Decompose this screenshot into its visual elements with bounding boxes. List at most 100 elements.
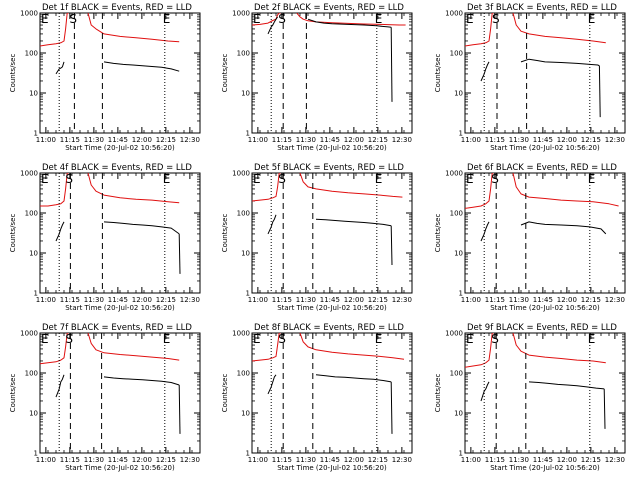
x-tick-label: 12:15 — [581, 456, 601, 464]
y-tick-label: 10 — [241, 250, 250, 258]
x-tick-label: 12:15 — [581, 296, 601, 304]
events-series-line — [178, 384, 181, 434]
events-series-line — [390, 27, 393, 102]
lld-series-line — [87, 333, 180, 361]
y-tick-label: 100 — [237, 50, 250, 58]
y-tick-label: 10 — [29, 410, 38, 418]
chart-panel: Det 8f BLACK = Events, RED = LLD 1 10 100 10… — [221, 323, 413, 472]
chart-panel: Det 4f BLACK = Events, RED = LLD 1 10 100 10… — [9, 163, 201, 312]
panel-title: Det 7f BLACK = Events, RED = LLD — [42, 323, 192, 333]
marker-label-e: E — [41, 12, 49, 26]
y-tick-label: 100 — [25, 370, 38, 378]
series-group — [252, 333, 405, 434]
x-tick-label: 12:30 — [392, 136, 412, 144]
lld-series-line — [252, 173, 281, 202]
marker-label-s: S — [278, 12, 286, 26]
series-group — [465, 13, 606, 118]
events-series-line — [103, 376, 180, 386]
marker-label-s: S — [491, 172, 499, 186]
marker-label-s: S — [65, 172, 73, 186]
lld-series-line — [87, 173, 180, 204]
x-tick-label: 12:30 — [180, 296, 200, 304]
y-tick-label: 1000 — [20, 170, 38, 178]
x-tick-label: 11:15 — [60, 456, 80, 464]
events-series-line — [178, 233, 181, 274]
x-tick-label: 12:30 — [605, 136, 625, 144]
lld-series-line — [465, 333, 494, 368]
events-series-line — [480, 221, 490, 242]
events-series-line — [520, 221, 607, 235]
y-tick-label: 100 — [25, 50, 38, 58]
x-tick-label: 12:00 — [557, 296, 577, 304]
chart-panel: Det 2f BLACK = Events, RED = LLD 1 10 100 10… — [221, 3, 413, 152]
marker-label-e: E — [163, 172, 171, 186]
marker-label-s: S — [492, 12, 500, 26]
y-axis-label: Counts/sec — [9, 214, 17, 253]
y-axis-label: Counts/sec — [221, 214, 229, 253]
y-tick-label: 1000 — [445, 170, 463, 178]
x-tick-label: 11:15 — [485, 296, 505, 304]
x-tick-label: 12:30 — [180, 136, 200, 144]
events-series-line — [267, 16, 279, 35]
events-series-line — [103, 221, 180, 235]
x-tick-label: 11:15 — [272, 456, 292, 464]
y-tick-label: 10 — [454, 90, 463, 98]
chart-panel: Det 6f BLACK = Events, RED = LLD 1 10 100 10… — [434, 163, 626, 312]
events-series-line — [390, 225, 393, 266]
x-tick-label: 12:15 — [156, 136, 176, 144]
x-tick-label: 11:00 — [461, 296, 481, 304]
x-axis-label: Start Time (20-Jul-02 10:56:20) — [65, 464, 175, 472]
events-series-line — [390, 381, 393, 434]
chart-panel: Det 3f BLACK = Events, RED = LLD 1 10 100 10… — [434, 3, 626, 152]
series-group — [252, 13, 406, 102]
events-series-line — [315, 218, 392, 227]
y-tick-label: 1000 — [232, 170, 250, 178]
panel-title: Det 3f BLACK = Events, RED = LLD — [467, 3, 617, 13]
x-tick-label: 12:15 — [368, 136, 388, 144]
marker-label-e: E — [466, 172, 474, 186]
marker-label-e: E — [253, 12, 261, 26]
x-tick-label: 12:00 — [557, 136, 577, 144]
x-tick-label: 11:30 — [296, 136, 316, 144]
x-tick-label: 11:00 — [36, 136, 56, 144]
series-group — [465, 333, 606, 429]
x-tick-label: 12:30 — [605, 296, 625, 304]
x-tick-label: 12:15 — [156, 456, 176, 464]
x-axis-label: Start Time (20-Jul-02 10:56:20) — [490, 144, 600, 152]
marker-label-e: E — [41, 332, 49, 346]
y-axis-label: Counts/sec — [434, 374, 442, 413]
y-axis-label: Counts/sec — [221, 374, 229, 413]
x-tick-label: 11:30 — [84, 456, 104, 464]
x-tick-label: 11:00 — [461, 136, 481, 144]
x-tick-label: 11:45 — [108, 456, 128, 464]
panel-title: Det 5f BLACK = Events, RED = LLD — [254, 163, 404, 173]
x-tick-label: 12:00 — [132, 296, 152, 304]
x-tick-label: 12:15 — [156, 296, 176, 304]
x-axis-label: Start Time (20-Jul-02 10:56:20) — [277, 464, 387, 472]
panel-title: Det 9f BLACK = Events, RED = LLD — [467, 323, 617, 333]
lld-series-line — [512, 173, 619, 207]
y-tick-label: 100 — [237, 210, 250, 218]
events-series-line — [103, 61, 180, 72]
y-tick-label: 1 — [246, 130, 250, 138]
y-axis-label: Counts/sec — [9, 374, 17, 413]
x-tick-label: 11:00 — [248, 456, 268, 464]
panel-title: Det 6f BLACK = Events, RED = LLD — [467, 163, 617, 173]
lld-series-line — [299, 173, 403, 198]
y-tick-label: 100 — [450, 50, 463, 58]
y-tick-label: 100 — [450, 370, 463, 378]
marker-label-e: E — [588, 12, 596, 26]
x-tick-label: 11:30 — [509, 136, 529, 144]
y-axis-label: Counts/sec — [434, 54, 442, 93]
y-axis-label: Counts/sec — [221, 54, 229, 93]
x-tick-label: 11:00 — [248, 136, 268, 144]
y-tick-label: 10 — [241, 410, 250, 418]
x-tick-label: 11:15 — [272, 136, 292, 144]
lld-series-line — [512, 333, 606, 364]
lld-series-line — [252, 333, 281, 362]
marker-label-e: E — [375, 12, 383, 26]
x-tick-label: 11:45 — [320, 456, 340, 464]
events-series-line — [55, 221, 65, 242]
